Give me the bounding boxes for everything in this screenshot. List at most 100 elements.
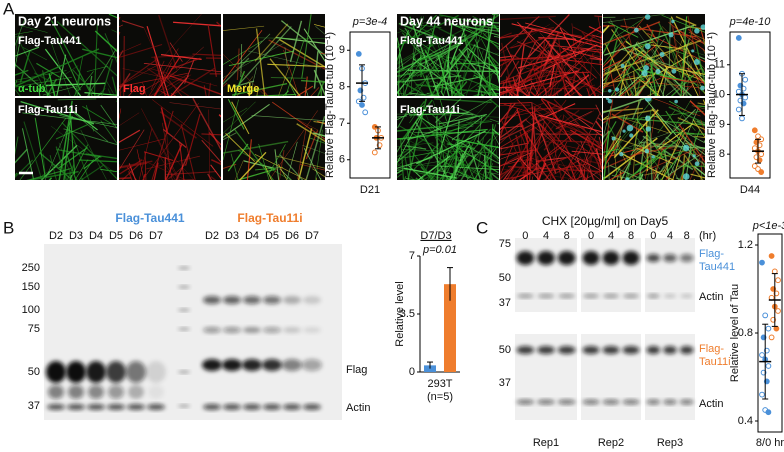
- neurite: [527, 158, 544, 175]
- neurite: [457, 144, 476, 180]
- neurite: [586, 144, 602, 161]
- cell-body: [643, 65, 650, 71]
- neurite: [127, 166, 137, 180]
- neurite: [192, 98, 221, 151]
- neurite: [661, 14, 705, 33]
- data-point: [765, 409, 772, 416]
- data-point: [355, 51, 362, 57]
- neurite: [490, 167, 493, 180]
- neurite: [286, 141, 298, 180]
- band: [302, 359, 322, 371]
- neurite: [100, 168, 117, 173]
- neurite: [500, 26, 555, 39]
- band: [178, 370, 190, 374]
- neurite: [231, 83, 288, 96]
- neurite: [597, 143, 602, 161]
- neurite: [545, 141, 568, 180]
- neurite: [647, 27, 662, 86]
- neurite: [565, 130, 602, 144]
- neurite: [39, 152, 74, 180]
- neurite: [553, 139, 594, 144]
- band: [178, 327, 190, 331]
- y-tick-label: 1.2: [738, 239, 753, 251]
- image-labels: Day 21 neurons Flag-Tau441 Flag-Tau11i α…: [18, 14, 493, 175]
- neurite: [678, 123, 705, 164]
- neurite: [529, 57, 542, 96]
- neurite: [539, 32, 596, 94]
- neurite: [66, 155, 77, 180]
- neurite: [684, 48, 705, 56]
- neurite: [238, 33, 271, 65]
- neurite: [500, 103, 558, 156]
- neurite: [425, 75, 433, 96]
- neurite: [159, 111, 197, 139]
- neurite: [623, 17, 636, 60]
- neurite: [597, 117, 602, 122]
- neurite: [257, 179, 259, 180]
- neurite: [289, 20, 303, 63]
- neurite: [624, 60, 630, 96]
- p-value: p=0.01: [422, 244, 457, 256]
- group-label: Flag-Tau11i: [237, 211, 302, 225]
- neurite: [692, 119, 705, 138]
- neurite: [515, 88, 530, 96]
- neurite: [619, 63, 627, 96]
- cell-body: [607, 89, 612, 93]
- neurite: [535, 162, 551, 180]
- neurite: [55, 146, 68, 180]
- neurite: [100, 104, 117, 129]
- neurite: [397, 64, 418, 74]
- neurite: [63, 117, 72, 180]
- neurite: [483, 77, 489, 96]
- neurite: [143, 70, 177, 91]
- neurite: [626, 159, 655, 180]
- neurite: [42, 153, 46, 174]
- band: [283, 327, 301, 333]
- neurite: [656, 66, 668, 96]
- band: [646, 399, 661, 405]
- neurite: [683, 153, 704, 180]
- neurite: [700, 155, 703, 180]
- neurite: [487, 53, 499, 66]
- neurite: [481, 179, 483, 180]
- band: [87, 404, 105, 410]
- neurite: [585, 143, 602, 152]
- neurite: [650, 73, 654, 96]
- neurite: [268, 39, 325, 70]
- neurite: [268, 110, 318, 180]
- cell-body: [629, 133, 634, 138]
- cell-body: [625, 177, 630, 180]
- neurite: [503, 102, 546, 119]
- neurite: [541, 116, 588, 136]
- neurite: [69, 108, 76, 175]
- plot-frame: [349, 31, 391, 179]
- neurite: [510, 152, 581, 180]
- band: [582, 251, 600, 265]
- neurite: [401, 32, 458, 96]
- neurite: [223, 101, 256, 134]
- neurite: [267, 63, 325, 68]
- image-title: Day 44 neurons: [400, 14, 493, 28]
- neurite: [477, 115, 483, 146]
- y-tick-label: 0.4: [738, 415, 753, 427]
- data-point: [359, 102, 365, 108]
- band: [47, 404, 65, 410]
- neurite: [235, 168, 276, 180]
- neurite: [225, 132, 256, 163]
- lane-label: D4: [89, 230, 103, 242]
- neurite: [588, 53, 594, 96]
- neurite: [397, 112, 423, 153]
- neurite: [438, 174, 445, 180]
- neurite: [446, 143, 476, 149]
- neurite: [603, 84, 615, 89]
- neurite: [475, 22, 482, 96]
- neurite: [500, 153, 517, 160]
- neurite: [42, 70, 49, 96]
- band: [602, 251, 620, 265]
- y-tick-label: 3.5: [400, 308, 415, 320]
- neurite: [500, 125, 524, 129]
- neurite: [648, 38, 665, 62]
- neurite: [238, 151, 267, 180]
- neurite: [26, 170, 79, 180]
- band: [622, 399, 640, 405]
